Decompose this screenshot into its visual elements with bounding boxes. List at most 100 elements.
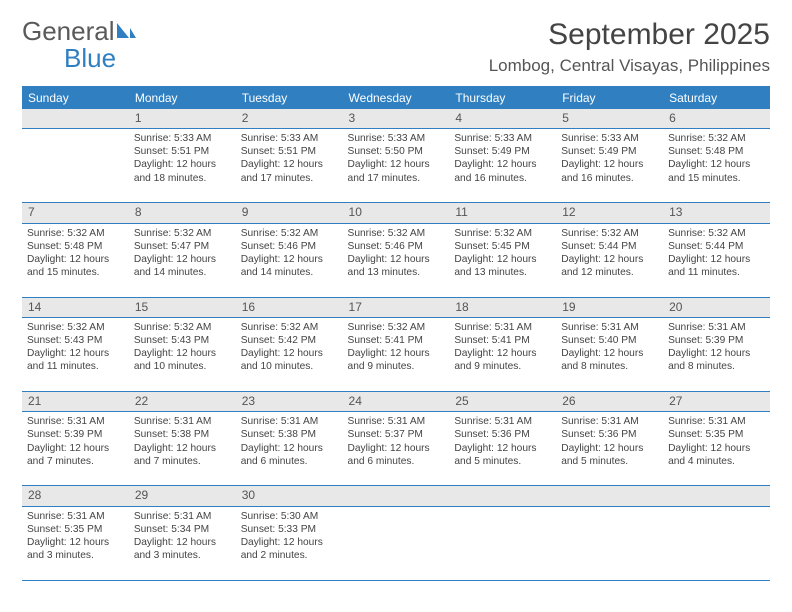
day-cell: Sunrise: 5:31 AMSunset: 5:39 PMDaylight:… bbox=[663, 318, 770, 392]
cell-line-sunset: Sunset: 5:39 PM bbox=[668, 334, 765, 347]
day-cell: Sunrise: 5:33 AMSunset: 5:49 PMDaylight:… bbox=[556, 129, 663, 203]
cell-line-dl2: and 14 minutes. bbox=[134, 266, 231, 279]
cell-line-dl1: Daylight: 12 hours bbox=[134, 442, 231, 455]
cell-line-sunset: Sunset: 5:51 PM bbox=[134, 145, 231, 158]
cell-line-dl1: Daylight: 12 hours bbox=[454, 158, 551, 171]
cell-line-dl1: Daylight: 12 hours bbox=[27, 253, 124, 266]
cell-line-sunset: Sunset: 5:40 PM bbox=[561, 334, 658, 347]
cell-line-dl1: Daylight: 12 hours bbox=[134, 347, 231, 360]
daynum-row: 78910111213 bbox=[22, 203, 770, 223]
week-row: Sunrise: 5:31 AMSunset: 5:39 PMDaylight:… bbox=[22, 412, 770, 486]
cell-line-dl2: and 9 minutes. bbox=[348, 360, 445, 373]
cell-line-dl2: and 17 minutes. bbox=[241, 172, 338, 185]
cell-line-dl1: Daylight: 12 hours bbox=[27, 347, 124, 360]
cell-line-sunrise: Sunrise: 5:32 AM bbox=[241, 227, 338, 240]
cell-line-dl2: and 16 minutes. bbox=[454, 172, 551, 185]
cell-line-dl1: Daylight: 12 hours bbox=[668, 158, 765, 171]
cell-line-dl2: and 3 minutes. bbox=[134, 549, 231, 562]
day-cell: Sunrise: 5:31 AMSunset: 5:36 PMDaylight:… bbox=[556, 412, 663, 486]
day-cell: Sunrise: 5:31 AMSunset: 5:38 PMDaylight:… bbox=[236, 412, 343, 486]
day-number bbox=[22, 109, 129, 129]
calendar-body: 123456 Sunrise: 5:33 AM Sunset: 5:51 PM Day… bbox=[22, 109, 770, 580]
cell-line-sunset: Sunset: 5:44 PM bbox=[668, 240, 765, 253]
day-number: 10 bbox=[343, 203, 450, 223]
cell-line-sunset: Sunset: 5:45 PM bbox=[454, 240, 551, 253]
daynum-row: 282930 bbox=[22, 486, 770, 506]
day-cell: Sunrise: 5:31 AMSunset: 5:40 PMDaylight:… bbox=[556, 318, 663, 392]
cell-line-sunset: Sunset: 5:35 PM bbox=[668, 428, 765, 441]
calendar-head: SundayMondayTuesdayWednesdayThursdayFrid… bbox=[22, 87, 770, 110]
daynum-row: 14151617181920 bbox=[22, 297, 770, 317]
cell-line-sunset: Sunset: 5:48 PM bbox=[668, 145, 765, 158]
cell-line-sunset: Sunset: 5:49 PM bbox=[561, 145, 658, 158]
cell-line-sunset: Sunset: 5:42 PM bbox=[241, 334, 338, 347]
cell-line-sunrise: Sunrise: 5:31 AM bbox=[454, 321, 551, 334]
logo-sail-icon bbox=[115, 20, 137, 45]
cell-line-dl1: Daylight: 12 hours bbox=[241, 253, 338, 266]
cell-line-dl1: Daylight: 12 hours bbox=[454, 442, 551, 455]
day-cell: Sunrise: 5:31 AMSunset: 5:37 PMDaylight:… bbox=[343, 412, 450, 486]
cell-line-sunrise: Sunrise: 5:32 AM bbox=[348, 227, 445, 240]
day-number: 20 bbox=[663, 297, 770, 317]
cell-line-sunrise: Sunrise: 5:32 AM bbox=[348, 321, 445, 334]
cell-line-sunrise: Sunrise: 5:32 AM bbox=[561, 227, 658, 240]
cell-line-sunrise: Sunrise: 5:31 AM bbox=[134, 510, 231, 523]
day-cell: Sunrise: 5:32 AMSunset: 5:48 PMDaylight:… bbox=[663, 129, 770, 203]
cell-line-dl1: Daylight: 12 hours bbox=[134, 536, 231, 549]
cell-line-sunrise: Sunrise: 5:31 AM bbox=[561, 321, 658, 334]
cell-line-sunset: Sunset: 5:46 PM bbox=[241, 240, 338, 253]
cell-line-dl1: Daylight: 12 hours bbox=[561, 253, 658, 266]
day-cell: Sunrise: 5:33 AMSunset: 5:49 PMDaylight:… bbox=[449, 129, 556, 203]
cell-line-dl1: Daylight: 12 hours bbox=[27, 536, 124, 549]
cell-line-sunrise: Sunrise: 5:32 AM bbox=[668, 227, 765, 240]
cell-line-dl2: and 17 minutes. bbox=[348, 172, 445, 185]
day-number: 17 bbox=[343, 297, 450, 317]
day-number: 13 bbox=[663, 203, 770, 223]
daynum-row: 123456 bbox=[22, 109, 770, 129]
day-cell: Sunrise: 5:32 AMSunset: 5:42 PMDaylight:… bbox=[236, 318, 343, 392]
day-cell: Sunrise: 5:31 AMSunset: 5:39 PMDaylight:… bbox=[22, 412, 129, 486]
cell-line-sunrise: Sunrise: 5:32 AM bbox=[27, 321, 124, 334]
cell-line-dl2: and 13 minutes. bbox=[454, 266, 551, 279]
cell-line-dl2: and 11 minutes. bbox=[27, 360, 124, 373]
day-number: 19 bbox=[556, 297, 663, 317]
cell-line-sunset: Sunset: 5:44 PM bbox=[561, 240, 658, 253]
cell-line-sunset: Sunset: 5:38 PM bbox=[241, 428, 338, 441]
cell-line-dl2: and 15 minutes. bbox=[27, 266, 124, 279]
day-number: 6 bbox=[663, 109, 770, 129]
cell-line-sunrise: Sunrise: 5:33 AM bbox=[561, 132, 658, 145]
day-number: 15 bbox=[129, 297, 236, 317]
cell-line-dl2: and 2 minutes. bbox=[241, 549, 338, 562]
day-number: 5 bbox=[556, 109, 663, 129]
day-cell: Sunrise: 5:32 AMSunset: 5:47 PMDaylight:… bbox=[129, 223, 236, 297]
cell-line-sunset: Sunset: 5:37 PM bbox=[348, 428, 445, 441]
cell-line-dl2: and 8 minutes. bbox=[561, 360, 658, 373]
weekday-row: SundayMondayTuesdayWednesdayThursdayFrid… bbox=[22, 87, 770, 110]
cell-line-sunset: Sunset: 5:36 PM bbox=[561, 428, 658, 441]
cell-line-sunrise: Sunrise: 5:32 AM bbox=[241, 321, 338, 334]
weekday-header: Wednesday bbox=[343, 87, 450, 110]
cell-line-sunset: Sunset: 5:35 PM bbox=[27, 523, 124, 536]
cell-line-sunrise: Sunrise: 5:33 AM bbox=[241, 132, 338, 145]
day-cell bbox=[343, 506, 450, 580]
week-row: Sunrise: 5:32 AMSunset: 5:48 PMDaylight:… bbox=[22, 223, 770, 297]
cell-line-dl1: Daylight: 12 hours bbox=[561, 347, 658, 360]
day-number: 18 bbox=[449, 297, 556, 317]
cell-line-sunrise: Sunrise: 5:32 AM bbox=[668, 132, 765, 145]
day-number: 30 bbox=[236, 486, 343, 506]
day-cell: Sunrise: 5:31 AMSunset: 5:34 PMDaylight:… bbox=[129, 506, 236, 580]
cell-line-dl1: Daylight: 12 hours bbox=[348, 442, 445, 455]
cell-line-sunset: Sunset: 5:46 PM bbox=[348, 240, 445, 253]
cell-line-dl1: Daylight: 12 hours bbox=[668, 442, 765, 455]
day-cell bbox=[556, 506, 663, 580]
cell-line-dl1: Daylight: 12 hours bbox=[27, 442, 124, 455]
day-cell: Sunrise: 5:32 AMSunset: 5:46 PMDaylight:… bbox=[343, 223, 450, 297]
cell-line-dl1: Daylight: 12 hours bbox=[668, 253, 765, 266]
cell-line-sunset: Sunset: 5:33 PM bbox=[241, 523, 338, 536]
cell-line-sunset: Sunset: 5:38 PM bbox=[134, 428, 231, 441]
day-number: 14 bbox=[22, 297, 129, 317]
day-number: 11 bbox=[449, 203, 556, 223]
cell-line-dl2: and 3 minutes. bbox=[27, 549, 124, 562]
cell-line-dl1: Daylight: 12 hours bbox=[241, 536, 338, 549]
cell-line-sunrise: Sunrise: 5:32 AM bbox=[27, 227, 124, 240]
